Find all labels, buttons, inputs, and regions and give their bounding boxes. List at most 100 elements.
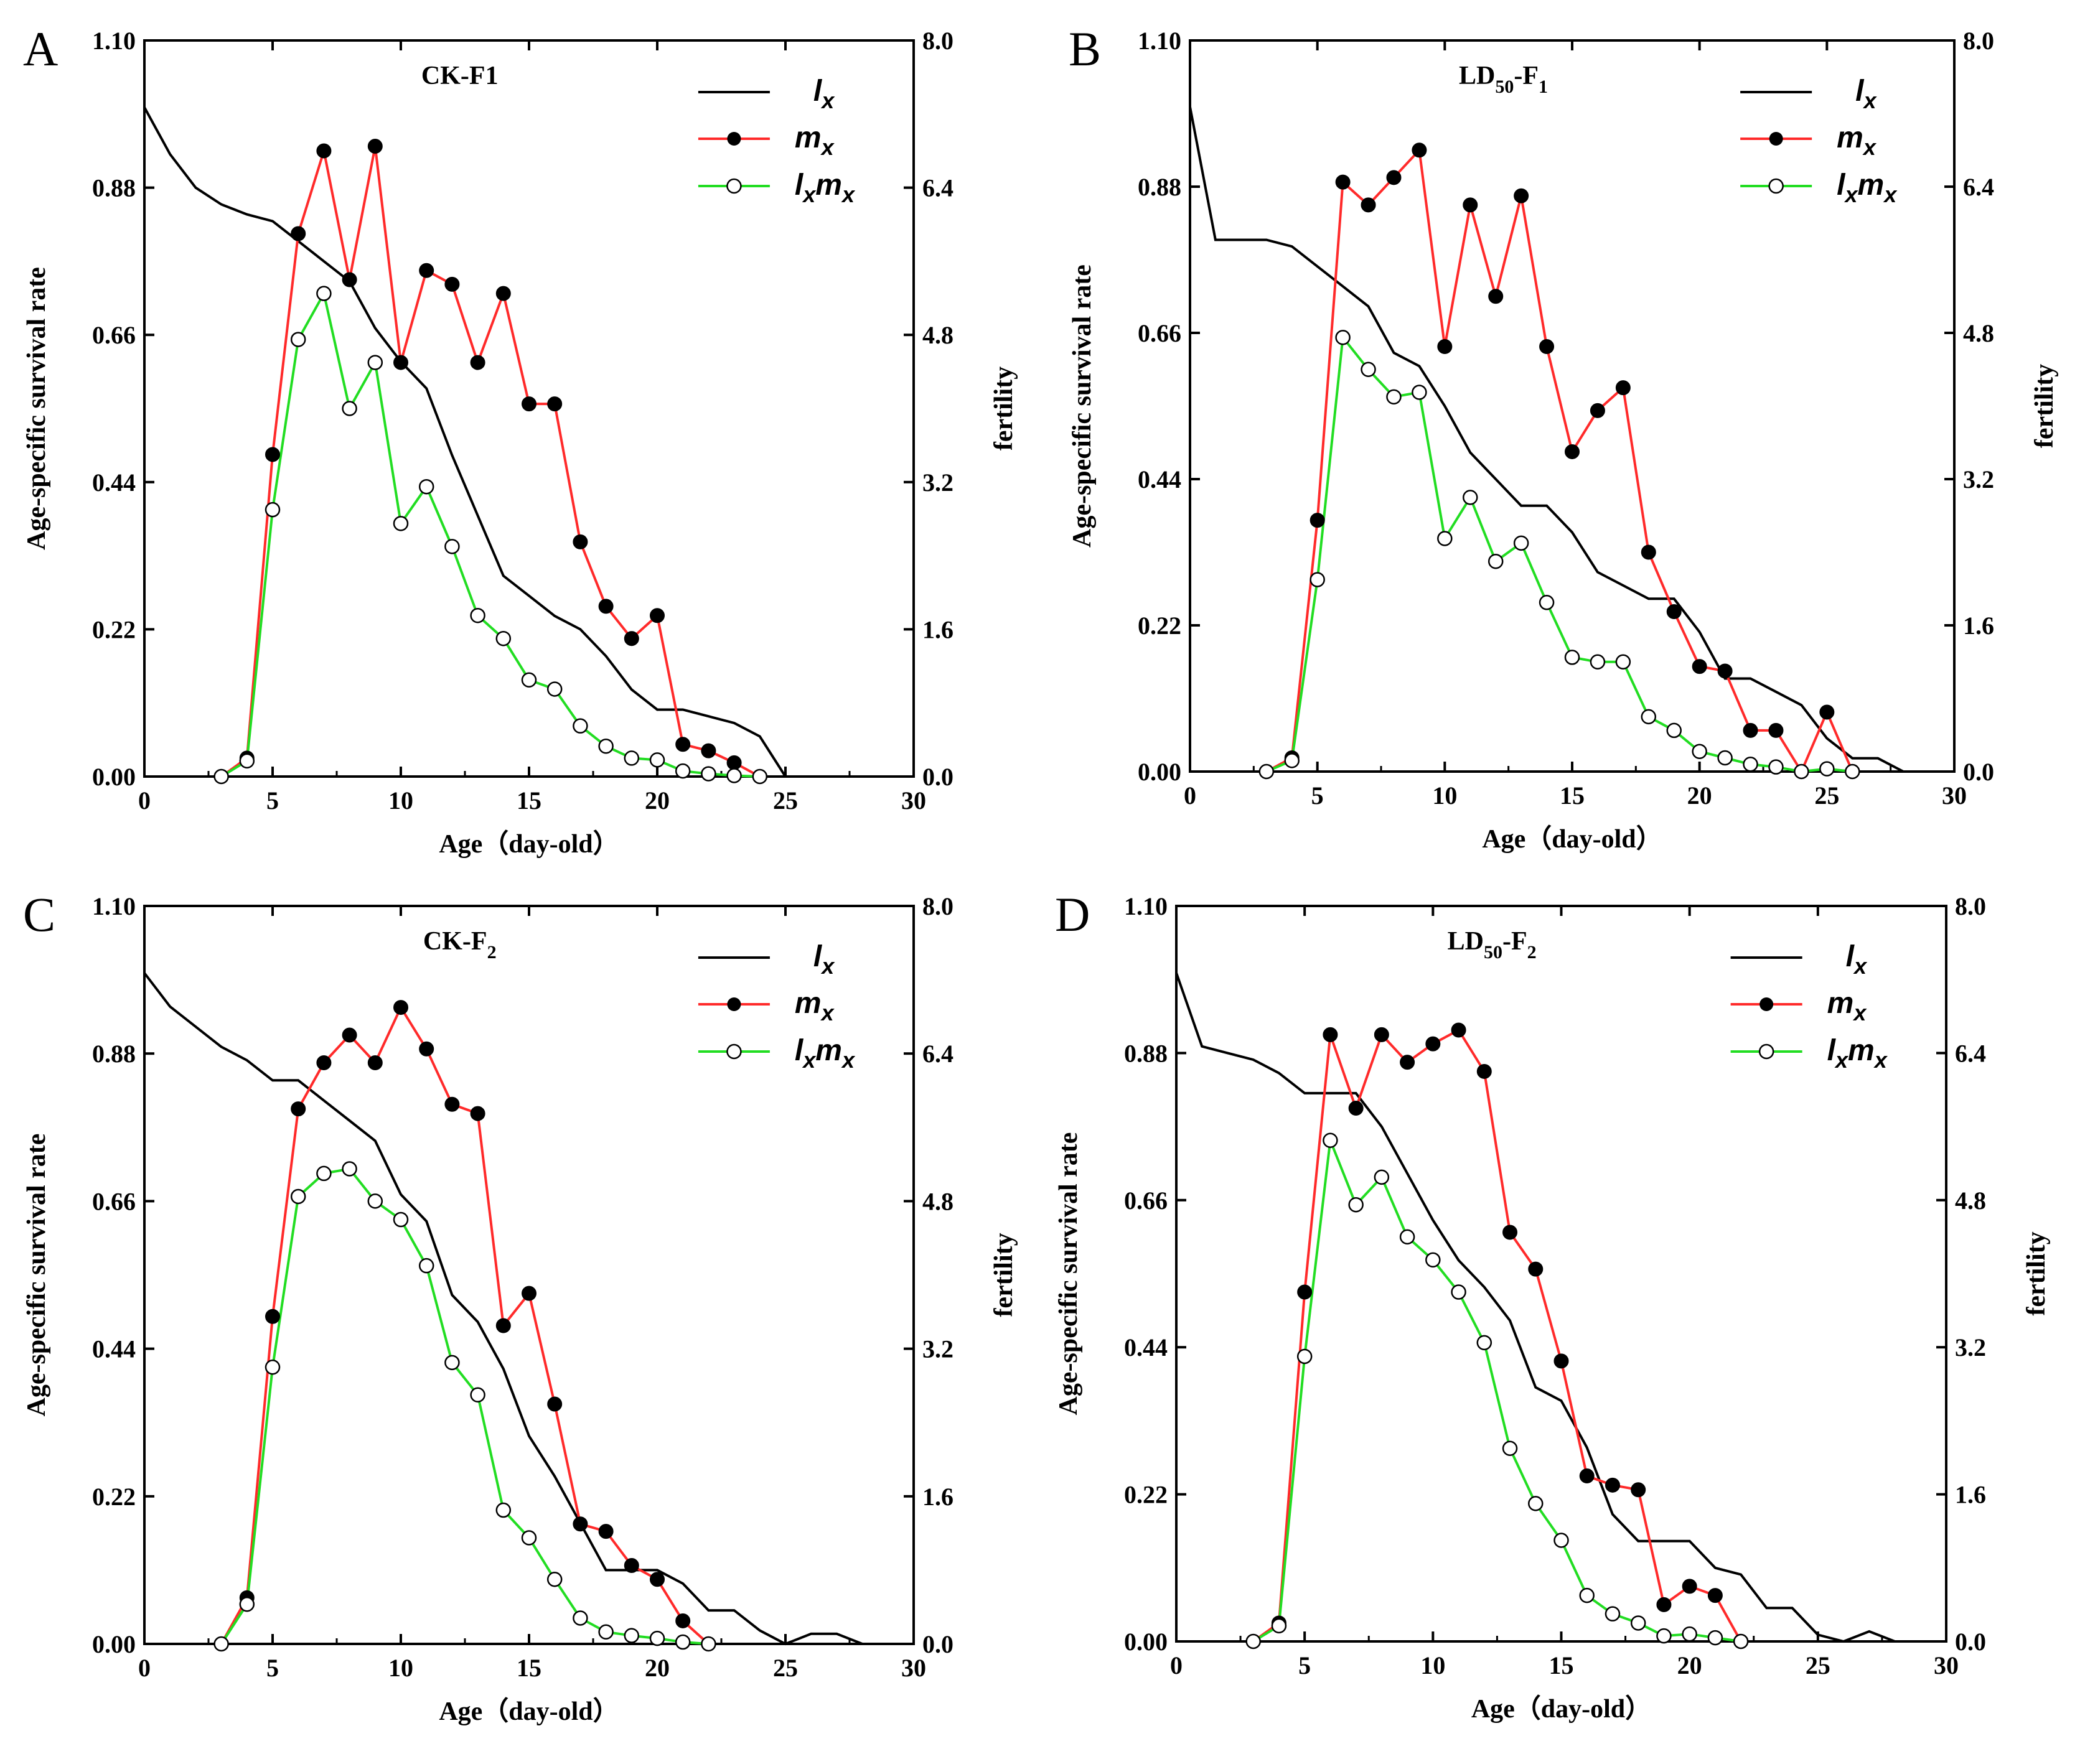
lxmx-point: [598, 738, 614, 754]
lxmx-point: [1488, 553, 1504, 569]
mx-point: [367, 139, 383, 154]
mx-point: [1656, 1597, 1672, 1612]
mx-point: [419, 1041, 434, 1057]
y-left-tick-label: 0.66: [92, 321, 136, 349]
x-tick-label: 20: [645, 1654, 670, 1682]
mx-point: [470, 355, 485, 370]
lxmx-point: [675, 1634, 691, 1650]
y-right-tick-label: 0.0: [1963, 758, 1994, 786]
mx-point: [444, 276, 460, 292]
y-left-tick-label: 0.66: [92, 1187, 136, 1215]
y-left-tick-label: 0.22: [92, 615, 136, 643]
y-left-tick-label: 0.00: [1138, 758, 1181, 786]
mx-point: [1502, 1225, 1518, 1240]
lxmx-point: [1641, 709, 1657, 725]
mx-point: [650, 608, 665, 623]
x-axis-label: Age（day-old）: [439, 1697, 619, 1726]
x-axis-label: Age（day-old）: [439, 829, 619, 859]
mx-point: [1528, 1261, 1544, 1277]
lxmx-point: [1502, 1440, 1518, 1456]
mx-point: [547, 1396, 563, 1412]
lxmx-net-fecundity-line: [220, 290, 760, 778]
x-tick-label: 15: [1549, 1651, 1574, 1679]
y-right-tick-label: 3.2: [1963, 465, 1994, 493]
mx-point: [265, 447, 280, 462]
mx-point: [547, 396, 563, 412]
lxmx-point: [573, 1610, 588, 1626]
lxmx-point: [1258, 763, 1275, 780]
y-left-tick-label: 0.44: [1124, 1333, 1168, 1361]
lxmx-point: [649, 752, 665, 768]
lxmx-point: [495, 630, 512, 646]
lx-survival-line: [1189, 106, 1905, 773]
lxmx-point: [1564, 650, 1580, 665]
lxmx-point: [1271, 1618, 1287, 1634]
lxmx-point: [367, 355, 383, 370]
lxmx-point: [1451, 1284, 1466, 1300]
x-axis-label: Age（day-old）: [1471, 1694, 1651, 1724]
lxmx-point: [701, 1636, 716, 1652]
lxmx-point: [495, 1502, 512, 1518]
lxmx-point: [1682, 1626, 1697, 1642]
mx-point: [1374, 1027, 1389, 1042]
y-right-tick-label: 4.8: [922, 321, 953, 349]
lxmx-point: [239, 1597, 255, 1612]
lxmx-point: [342, 401, 357, 416]
y-left-tick-label: 0.66: [1124, 1187, 1168, 1215]
y-right-tick-label: 4.8: [1955, 1187, 1986, 1215]
mx-fecundity-line: [1265, 147, 1854, 775]
lxmx-point: [1768, 759, 1784, 775]
panel-title: CK-F1: [421, 62, 499, 90]
mx-point: [1425, 1036, 1441, 1052]
lxmx-point: [1615, 654, 1631, 670]
lx-survival-line: [143, 972, 863, 1646]
lxmx-point: [1579, 1587, 1595, 1603]
lxmx-point: [213, 1636, 229, 1652]
y-right-tick-label: 3.2: [922, 469, 953, 497]
lxmx-point: [624, 750, 640, 766]
x-tick-label: 25: [773, 1654, 798, 1682]
y-right-tick-label: 1.6: [922, 615, 953, 643]
mx-point: [1682, 1579, 1697, 1594]
y-left-tick-label: 1.10: [1124, 892, 1168, 920]
x-tick-label: 30: [901, 1654, 926, 1682]
x-tick-label: 30: [1934, 1651, 1959, 1679]
x-tick-label: 0: [138, 786, 151, 814]
lxmx-point: [701, 766, 716, 782]
mx-point: [367, 1055, 383, 1071]
lxmx-point: [726, 768, 742, 783]
lxmx-point: [675, 763, 691, 779]
lxmx-point: [444, 539, 460, 554]
y-left-tick-label: 1.10: [1138, 27, 1181, 55]
legend-mx-marker: [1769, 132, 1783, 146]
lxmx-point: [1296, 1348, 1313, 1365]
legend-lx-label: lx: [1846, 940, 1868, 979]
y-left-tick-label: 0.22: [1124, 1481, 1168, 1509]
mx-point: [316, 143, 332, 159]
legend-lxmx-label: lxmx: [795, 169, 856, 207]
y-right-axis-label: fertility: [2030, 364, 2059, 448]
y-left-tick-label: 0.00: [92, 1630, 136, 1658]
lxmx-point: [213, 768, 229, 785]
mx-point: [1348, 1101, 1364, 1116]
legend-mx-marker: [727, 132, 741, 146]
lxmx-point: [1386, 389, 1402, 405]
y-right-tick-label: 8.0: [1963, 27, 1994, 55]
mx-point: [598, 1524, 614, 1539]
lxmx-point: [1399, 1229, 1415, 1245]
panel-a: 0 5 10 15 20 25 30 0.00 0.22 0.44 0.66 0.88 1.10 0.0 1…: [22, 22, 1018, 859]
x-tick-label: 20: [1677, 1651, 1702, 1679]
panel-letter: C: [23, 887, 55, 941]
y-left-tick-label: 0.44: [92, 1335, 136, 1363]
mx-point: [342, 1027, 357, 1043]
y-right-tick-label: 0.0: [1955, 1628, 1986, 1656]
lxmx-point: [1656, 1628, 1672, 1644]
x-tick-label: 15: [1560, 782, 1585, 810]
legend-lxmx-label: lxmx: [1827, 1034, 1888, 1073]
y-right-tick-label: 8.0: [922, 892, 953, 920]
mx-point: [624, 631, 639, 646]
y-right-tick-label: 8.0: [1955, 892, 1986, 920]
mx-point: [1451, 1022, 1466, 1038]
